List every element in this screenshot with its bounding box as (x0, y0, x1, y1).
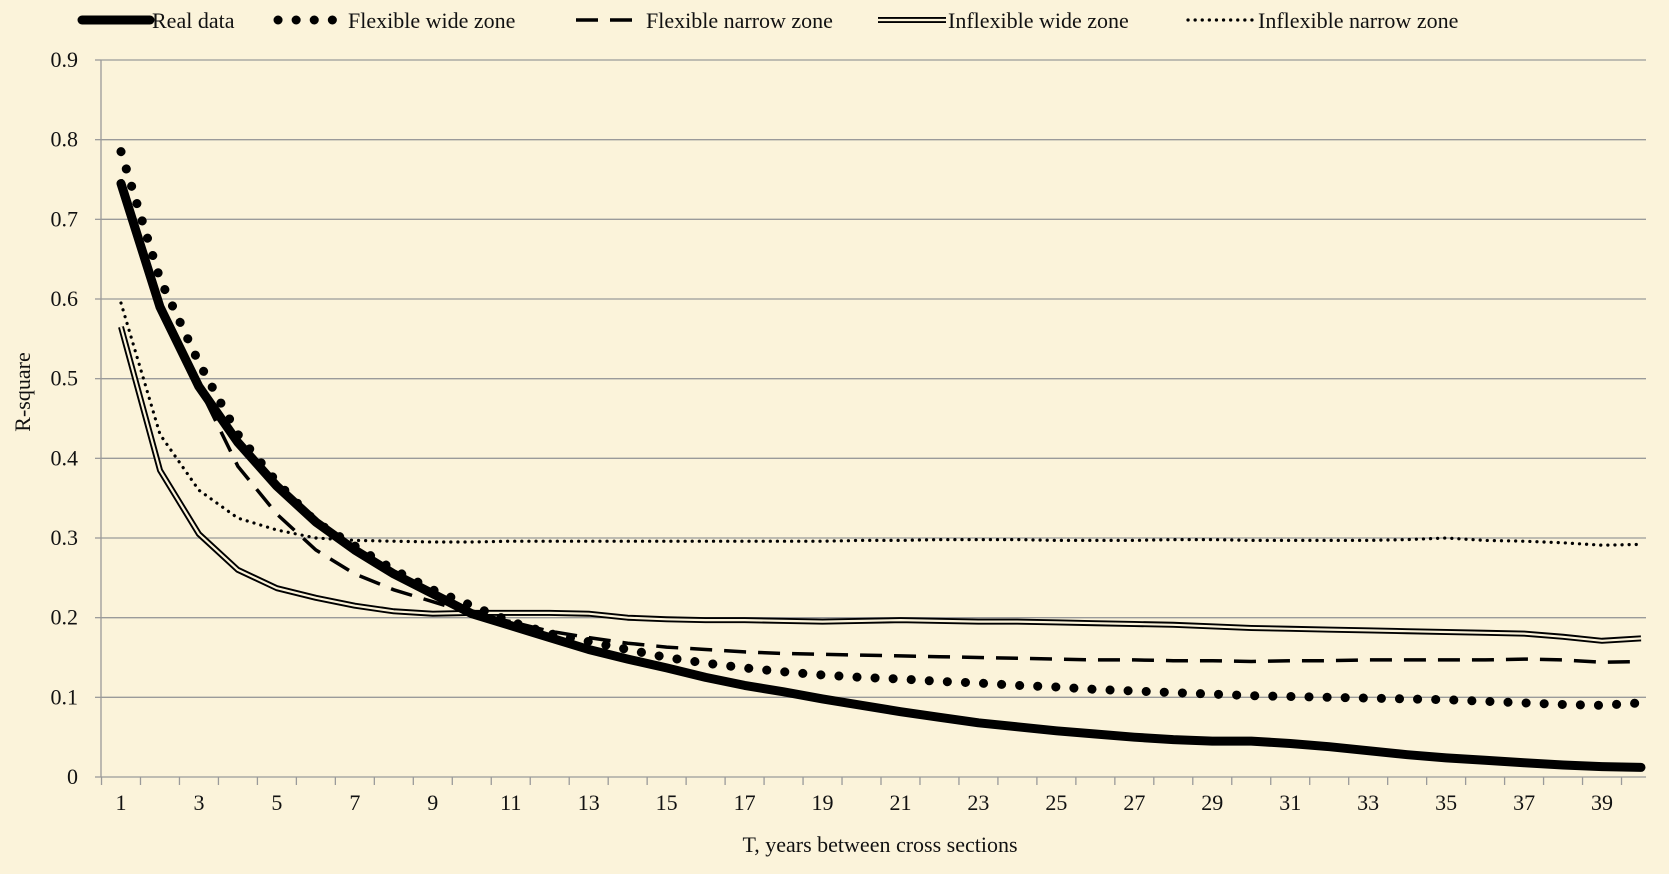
series-line (119, 178, 1642, 665)
x-tick-label: 11 (500, 790, 521, 815)
series-real-data (116, 179, 1646, 772)
legend-item: Inflexible wide zone (878, 8, 1129, 33)
x-tick-label: 25 (1045, 790, 1067, 815)
y-tick-label: 0.3 (51, 525, 79, 550)
legend-label: Inflexible wide zone (948, 8, 1129, 33)
gridlines (101, 59, 1646, 698)
x-tick-label: 27 (1123, 790, 1145, 815)
x-tick-label: 35 (1435, 790, 1457, 815)
series-flexible-wide-zone (116, 147, 1646, 710)
y-tick-label: 0.4 (51, 445, 79, 470)
legend-item: Real data (77, 8, 235, 33)
x-tick-label: 33 (1357, 790, 1379, 815)
series-lines (116, 147, 1646, 772)
legend-item: Inflexible narrow zone (1186, 8, 1458, 33)
series-line-inner (119, 326, 1642, 642)
x-tick-label: 1 (116, 790, 127, 815)
series-line-outer (118, 326, 1642, 644)
x-tick-label: 31 (1279, 790, 1301, 815)
y-tick-label: 0.2 (51, 605, 79, 630)
x-tick-label: 13 (578, 790, 600, 815)
x-tick-label: 5 (271, 790, 282, 815)
y-tick-label: 0 (67, 764, 78, 789)
y-tick-label: 0.7 (51, 206, 79, 231)
series-inflexible-wide-zone (118, 326, 1642, 644)
legend-item: Flexible narrow zone (576, 8, 833, 33)
y-tick-label: 0.1 (51, 684, 79, 709)
x-tick-label: 15 (656, 790, 678, 815)
series-line (116, 179, 1646, 772)
x-tick-label: 37 (1513, 790, 1535, 815)
series-line (116, 147, 1646, 710)
x-tick-label: 19 (812, 790, 834, 815)
legend-item: Flexible wide zone (273, 8, 515, 33)
x-tick-label: 9 (427, 790, 438, 815)
legend-label: Flexible wide zone (348, 8, 515, 33)
y-tick-label: 0.6 (51, 286, 79, 311)
legend-label: Real data (152, 8, 235, 33)
legend: Real data Flexible wide zone Flexible narr… (77, 8, 1458, 33)
x-tick-label: 3 (193, 790, 204, 815)
series-inflexible-narrow-zone (119, 301, 1643, 547)
series-flexible-narrow-zone (119, 178, 1642, 665)
legend-label: Flexible narrow zone (646, 8, 833, 33)
axes: 00.10.20.30.40.50.60.70.80.91 3 5 7 9 11 13 15 1… (51, 47, 1646, 815)
y-tick-label: 0.8 (51, 127, 79, 152)
x-tick-label: 23 (967, 790, 989, 815)
x-tick-label: 21 (889, 790, 911, 815)
x-axis-title: T, years between cross sections (742, 832, 1017, 857)
x-tick-label: 29 (1201, 790, 1223, 815)
legend-label: Inflexible narrow zone (1258, 8, 1458, 33)
x-tick-label: 7 (349, 790, 360, 815)
y-tick-label: 0.5 (51, 366, 79, 391)
series-line (119, 301, 1643, 547)
y-tick-label: 0.9 (51, 47, 79, 72)
y-axis-title: R-square (10, 352, 35, 431)
x-tick-label: 17 (734, 790, 756, 815)
x-tick-label: 39 (1591, 790, 1613, 815)
